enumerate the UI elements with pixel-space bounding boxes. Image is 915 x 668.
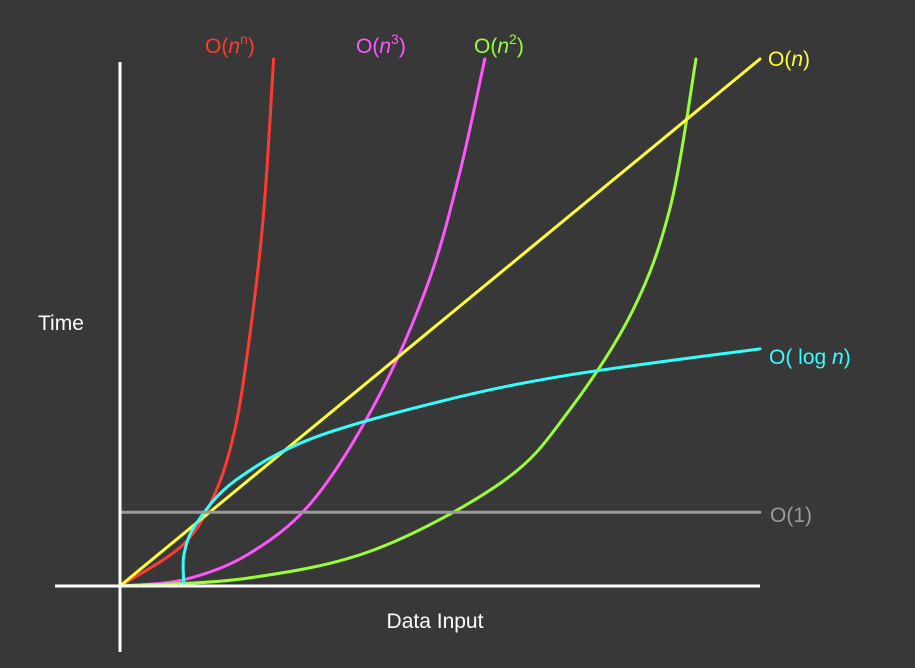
series-label-oc: O(1) [770, 504, 812, 527]
series-label-o1n: O(n) [768, 48, 810, 71]
series-label-o3: O(n3) [356, 31, 406, 58]
series-line-olog [181, 347, 762, 588]
y-axis-label: Time [38, 312, 84, 335]
series-line-o2 [118, 57, 698, 588]
series-curves [118, 57, 762, 588]
series-labels: O(nn) O(n3) O(n2) O(n) O( log n) O(1) [205, 31, 851, 527]
series-line-on [118, 57, 276, 588]
series-label-o2: O(n2) [474, 31, 524, 58]
series-line-o1n [118, 57, 762, 588]
series-label-on: O(nn) [205, 31, 255, 58]
series-line-o3 [118, 57, 487, 588]
series-label-olog: O( log n) [769, 346, 851, 369]
x-axis-label: Data Input [387, 610, 484, 633]
